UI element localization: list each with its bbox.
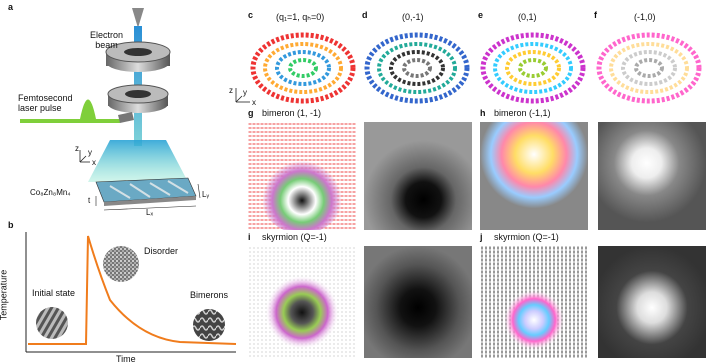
panel-letter-d: d [362, 10, 368, 20]
panel-b: b Temperature Time Initial state Disorde… [0, 220, 240, 364]
panel-i: i skyrmion (Q=-1) [248, 232, 478, 361]
temperature-plot [25, 232, 237, 353]
electron-beam-label: Electron beam [90, 30, 124, 50]
panel-f-title: (-1,0) [634, 12, 656, 22]
skyrmion-i-lorentz [364, 246, 472, 358]
axis-z-label: z [75, 144, 79, 153]
y-axis-label: Temperature [0, 269, 9, 321]
texture-d [364, 32, 470, 104]
axis-y-label: y [88, 148, 92, 157]
panel-c: c (q₁=1, qₕ=0) [248, 10, 358, 105]
panel-letter-a: a [8, 2, 14, 12]
panel-c-title: (q₁=1, qₕ=0) [276, 12, 325, 22]
microscope-illustration [20, 8, 201, 211]
texture-axes [235, 88, 250, 103]
panel-letter-i: i [248, 232, 251, 242]
x-axis-label: Time [116, 354, 136, 364]
panel-letter-j: j [480, 232, 483, 242]
lx-label: Lₓ [146, 208, 154, 217]
texture-axis-y: y [243, 88, 247, 97]
bimeron-g-texture [248, 122, 356, 230]
panel-h: h bimeron (-1,1) [480, 108, 710, 230]
bimeron-g-lorentz [364, 122, 472, 230]
texture-c [250, 32, 356, 104]
texture-f [596, 32, 702, 104]
temperature-curve [28, 235, 237, 345]
panel-letter-h: h [480, 108, 486, 118]
thickness-label: t [88, 196, 91, 205]
axis-x-label: x [92, 158, 96, 167]
skyrmion-j-lorentz [598, 246, 706, 358]
panel-d-title: (0,-1) [402, 12, 424, 22]
skyrmion-j-texture [480, 246, 588, 358]
disorder-label: Disorder [144, 246, 179, 256]
panel-a: a [0, 0, 240, 220]
panel-h-title: bimeron (-1,1) [494, 108, 551, 118]
skyrmion-i-texture [248, 246, 356, 358]
bimerons-label: Bimerons [190, 290, 229, 300]
panel-letter-f: f [594, 10, 597, 20]
panel-g-title: bimeron (1, -1) [262, 108, 322, 118]
panel-letter-g: g [248, 108, 254, 118]
panel-letter-b: b [8, 220, 14, 230]
texture-axis-x: x [252, 98, 256, 107]
ly-label: Lᵧ [202, 190, 210, 199]
panel-j-title: skyrmion (Q=-1) [494, 232, 559, 242]
panel-g: g bimeron (1, -1) [248, 108, 478, 230]
laser-label: Femtosecond laser pulse [18, 93, 73, 113]
material-label: Co₈Zn₈Mn₄ [30, 188, 71, 197]
panel-e-title: (0,1) [518, 12, 537, 22]
texture-axis-z: z [229, 86, 233, 95]
bimeron-h-texture [480, 122, 588, 230]
bimeron-h-lorentz [598, 122, 706, 230]
initial-state-label: Initial state [32, 288, 76, 298]
panel-letter-c: c [248, 10, 254, 20]
panel-e: e (0,1) [478, 10, 588, 105]
panel-d: d (0,-1) [362, 10, 472, 105]
panel-f: f (-1,0) [594, 10, 706, 105]
panel-i-title: skyrmion (Q=-1) [262, 232, 327, 242]
panel-letter-e: e [478, 10, 484, 20]
texture-e [480, 32, 586, 104]
panel-j: j skyrmion (Q=-1) [480, 232, 710, 361]
